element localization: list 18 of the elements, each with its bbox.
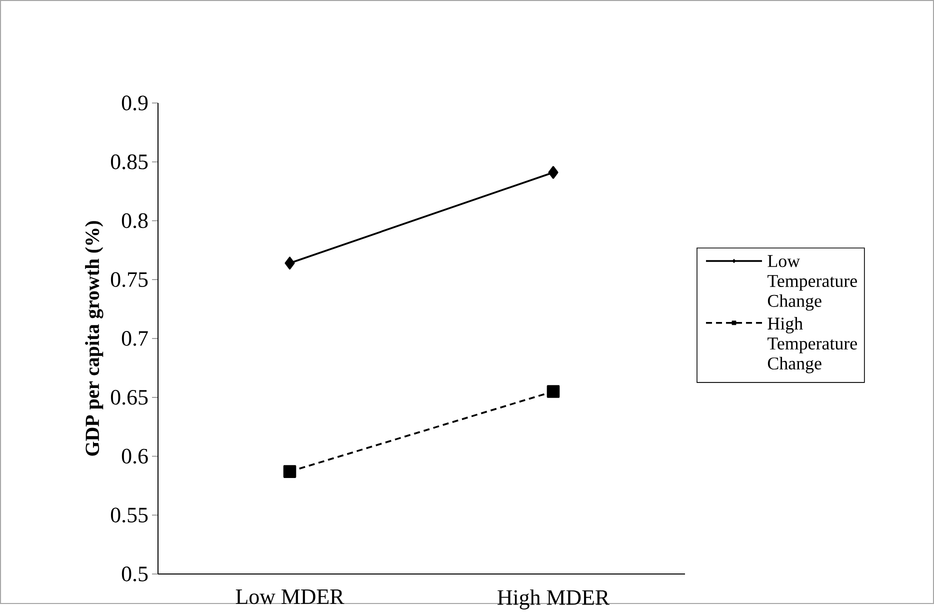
- point: [284, 256, 295, 270]
- y-tick-label: 0.6: [122, 448, 148, 464]
- point: [546, 385, 560, 398]
- point: [283, 465, 296, 478]
- y-tick-label: 0.75: [110, 272, 148, 288]
- y-tick-label: 0.65: [110, 390, 148, 405]
- y-tick-label: 0.55: [110, 508, 148, 523]
- y-tick-label: 0.9: [122, 96, 148, 111]
- y-tick-label: 0.5: [122, 566, 148, 582]
- x-tick-label: High MDER: [498, 590, 610, 610]
- y-tick-label: 0.85: [110, 154, 148, 170]
- y-axis-title: GDP per capita growth (%): [85, 221, 104, 456]
- legend-label: High Temperature Change: [768, 317, 857, 374]
- point: [548, 166, 558, 179]
- x-tick-label: Low MDER: [236, 590, 344, 604]
- y-tick-label: 0.7: [122, 331, 148, 346]
- y-tick-label: 0.8: [122, 213, 148, 228]
- legend-label: Low Temperature Change: [768, 255, 857, 311]
